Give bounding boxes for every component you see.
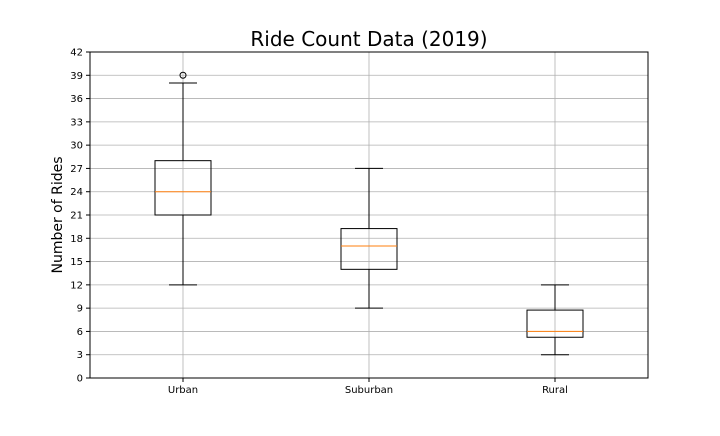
y-tick-label: 39: [70, 71, 83, 82]
y-tick-label: 30: [70, 141, 83, 152]
y-tick-label: 21: [70, 211, 83, 222]
chart-title: Ride Count Data (2019): [250, 27, 487, 51]
plot-frame: [89, 51, 649, 379]
y-tick-label: 12: [70, 280, 83, 291]
y-tick-label: 33: [70, 117, 83, 128]
box-urban: [154, 71, 212, 286]
y-tick-label: 15: [70, 257, 83, 268]
y-tick-label: 24: [70, 187, 83, 198]
iqr-box: [154, 160, 212, 216]
y-tick-label: 0: [77, 374, 83, 385]
box-suburban: [340, 167, 398, 309]
y-axis-label: Number of Rides: [50, 156, 66, 273]
y-tick-label: 42: [70, 48, 83, 59]
iqr-box: [526, 309, 584, 338]
x-tick-label: Urban: [168, 385, 198, 396]
y-tick-label: 6: [77, 327, 83, 338]
x-tick-label: Rural: [542, 385, 568, 396]
plot-layer: [154, 71, 584, 356]
box-rural: [526, 284, 584, 356]
x-tick-label: Suburban: [345, 385, 393, 396]
y-tick-label: 9: [77, 304, 83, 315]
iqr-box: [340, 228, 398, 270]
y-tick-label: 3: [77, 350, 83, 361]
y-tick-label: 36: [70, 94, 83, 105]
y-tick-label: 18: [70, 234, 83, 245]
outlier-point: [179, 71, 187, 79]
y-tick-label: 27: [70, 164, 83, 175]
